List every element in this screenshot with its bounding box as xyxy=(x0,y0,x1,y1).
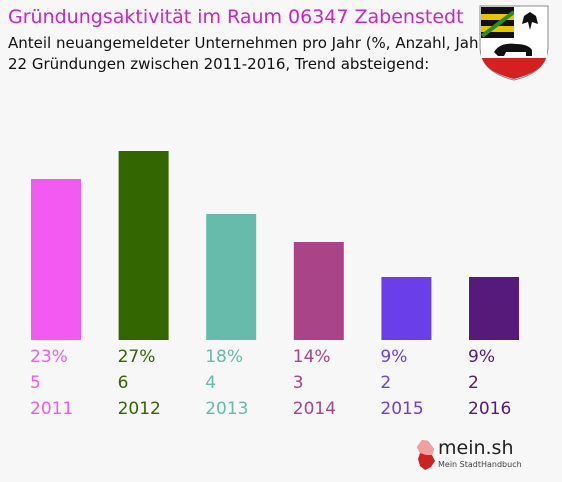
chart-title: Gründungsaktivität im Raum 06347 Zabenst… xyxy=(8,6,464,28)
percent-label-2016: 9% xyxy=(468,347,495,367)
bar-2013 xyxy=(206,214,257,340)
bar-2012 xyxy=(118,151,169,340)
bar-2014 xyxy=(293,242,344,340)
chart-summary: 22 Gründungen zwischen 2011-2016, Trend … xyxy=(8,55,430,73)
count-label-2011: 5 xyxy=(30,373,41,393)
count-label-2015: 2 xyxy=(380,373,392,393)
year-label-2011: 2011 xyxy=(30,399,74,419)
coat-of-arms-icon xyxy=(479,5,549,81)
brand-tagline: Mein StadtHandbuch xyxy=(438,460,522,469)
percent-label-2012: 27% xyxy=(117,347,156,367)
count-label-2016: 2 xyxy=(468,373,479,393)
bar-2015 xyxy=(381,277,432,340)
bar-2016 xyxy=(469,277,519,340)
percent-label-2011: 23% xyxy=(30,347,68,367)
year-label-2015: 2015 xyxy=(380,399,424,419)
count-label-2012: 6 xyxy=(117,373,129,393)
year-label-2013: 2013 xyxy=(205,399,249,419)
percent-label-2014: 14% xyxy=(292,347,331,367)
bar-2011 xyxy=(31,179,81,340)
brand-name: mein.sh xyxy=(438,437,514,459)
year-label-2014: 2014 xyxy=(292,399,337,419)
percent-label-2013: 18% xyxy=(205,347,243,367)
percent-label-2015: 9% xyxy=(380,347,408,367)
brand-logo: mein.sh Mein StadtHandbuch xyxy=(416,435,524,475)
year-label-2016: 2016 xyxy=(468,399,512,419)
germany-map-icon xyxy=(417,440,435,470)
year-label-2012: 2012 xyxy=(117,399,161,419)
chart-subtitle: Anteil neuangemeldeter Unternehmen pro J… xyxy=(8,34,491,52)
count-label-2014: 3 xyxy=(292,373,304,393)
count-label-2013: 4 xyxy=(205,373,217,393)
